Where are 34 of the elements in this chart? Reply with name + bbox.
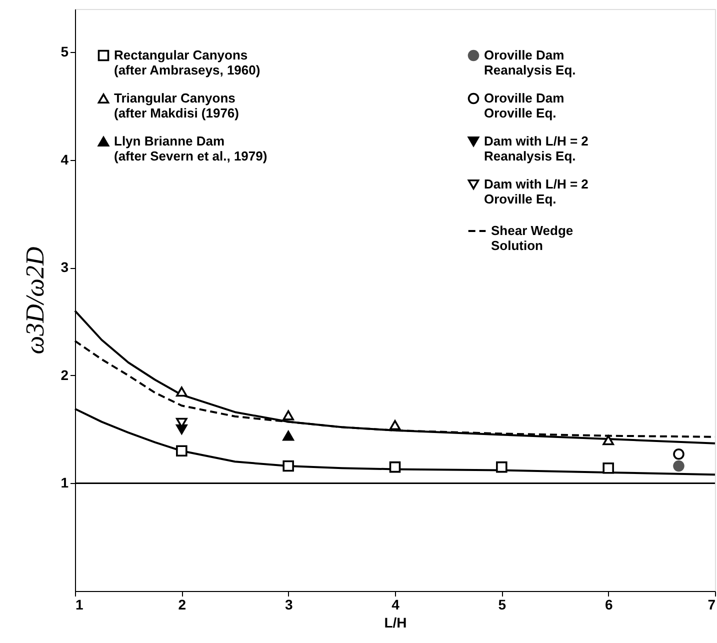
x-tick-label: 3 — [284, 596, 293, 612]
legend-label: Oroville Dam Oroville Eq. — [484, 90, 564, 120]
x-tick-label: 4 — [392, 596, 400, 612]
y-tick-label: 1 — [60, 474, 69, 491]
y-tick-label: 5 — [60, 44, 69, 60]
point — [496, 461, 508, 473]
x-tick-label: 6 — [604, 596, 613, 612]
x-tick-label: 2 — [178, 596, 186, 612]
y-tick-label: 2 — [60, 366, 69, 383]
point — [282, 430, 294, 441]
y-tick-label: 3 — [60, 259, 69, 276]
point — [673, 448, 684, 460]
x-axis-title: L/H — [384, 614, 407, 630]
point — [176, 386, 188, 397]
legend-label: Oroville Dam Reanalysis Eq. — [484, 48, 576, 78]
x-tick-label: 5 — [498, 596, 506, 612]
point — [282, 460, 294, 472]
legend-label: Shear Wedge Solution — [491, 223, 574, 253]
legend-label: Rectangular Canyons (after Ambraseys, 1960) — [114, 48, 260, 78]
point — [389, 461, 401, 473]
x-tick-label: 1 — [76, 596, 84, 612]
legend-label: Llyn Brianne Dam (after Severn et al., 1979) — [114, 134, 268, 164]
point — [602, 435, 614, 446]
x-tick-label: 7 — [708, 596, 716, 612]
legend-label: Triangular Canyons (after Makdisi (1976) — [114, 90, 239, 120]
legend-label: Dam with L/H = 2 Oroville Eq. — [484, 176, 588, 206]
point — [282, 410, 294, 420]
point — [673, 460, 684, 472]
point — [176, 445, 188, 457]
legend-label: Dam with L/H = 2 Reanalysis Eq. — [484, 134, 588, 164]
point — [389, 420, 401, 430]
point — [602, 462, 614, 474]
y-tick-label: 4 — [60, 151, 69, 168]
y-axis-title: ω3D/ω2D — [20, 246, 50, 354]
